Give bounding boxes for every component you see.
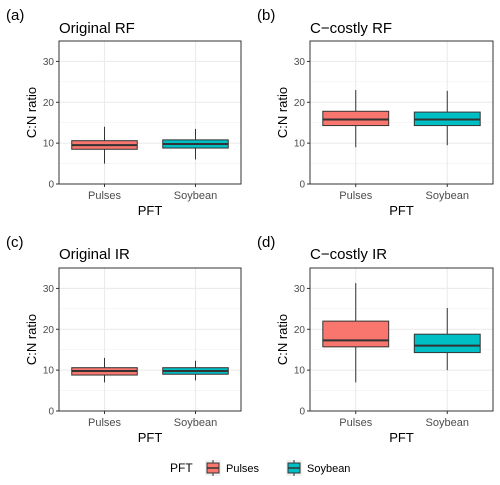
tick-label-y: 30 [294,57,306,68]
tick-label-y: 20 [294,98,306,109]
x-axis-title: PFT [389,203,414,218]
legend-label: Soybean [307,463,350,475]
panel-label: (b) [257,7,275,24]
tick-label-x: Soybean [174,417,217,429]
tick-label-y: 10 [43,139,55,150]
panel-label: (d) [257,234,275,251]
tick-label-y: 30 [294,284,306,295]
tick-label-y: 10 [294,139,306,150]
tick-label-y: 20 [43,325,55,336]
x-axis-title: PFT [138,203,163,218]
tick-label-y: 10 [294,366,306,377]
y-axis-title: C:N ratio [275,314,290,365]
tick-label-y: 20 [43,98,55,109]
tick-label-y: 20 [294,325,306,336]
panel-title: Original IR [59,246,130,263]
panel-b: (b) C−costly RF 0 10 20 30 Pulses Soybean PFT C:N… [257,7,494,218]
tick-label-x: Soybean [174,190,217,202]
tick-label-x: Pulses [88,190,122,202]
tick-label-x: Soybean [426,190,469,202]
tick-label-y: 0 [48,180,54,191]
tick-label-y: 0 [299,180,305,191]
panel-title: C−costly RF [310,20,392,37]
panel-label: (c) [6,234,24,251]
box-pulses [322,110,390,127]
panel-title: Original RF [59,20,135,37]
tick-label-x: Pulses [339,417,373,429]
y-axis-title: C:N ratio [24,314,39,365]
panel-a: (a) Original RF 0 10 20 30 Pulses Soybean PFT C:N… [6,7,242,218]
x-axis-title: PFT [138,430,163,445]
panel-border [58,40,242,185]
panel-label: (a) [6,7,24,24]
box-soybean [413,333,481,354]
x-axis-title: PFT [389,430,414,445]
tick-label-y: 10 [43,366,55,377]
panel-border [58,267,242,412]
panel-border [309,267,494,412]
tick-label-y: 0 [48,407,54,418]
legend-label: Pulses [226,463,260,475]
tick-label-x: Pulses [88,417,122,429]
tick-label-x: Pulses [339,190,373,202]
tick-label-y: 30 [43,284,55,295]
tick-label-y: 0 [299,407,305,418]
panel-border [309,40,494,185]
legend-title: PFT [170,461,193,475]
legend: PFT Pulses Soybean [170,460,350,476]
panel-c: (c) Original IR 0 10 20 30 Pulses Soybean PFT C:N… [6,234,242,445]
box-pulses [322,320,390,348]
plot-area [59,41,241,184]
tick-label-y: 30 [43,57,55,68]
panel-d: (d) C−costly IR 0 10 20 30 Pulses Soybean PFT C:N… [257,234,494,445]
y-axis-title: C:N ratio [24,87,39,138]
legend-key-soybean [286,460,302,476]
y-axis-title: C:N ratio [275,87,290,138]
tick-label-x: Soybean [426,417,469,429]
panel-title: C−costly IR [310,246,387,263]
legend-key-pulses [205,460,221,476]
plot-area [59,268,241,411]
